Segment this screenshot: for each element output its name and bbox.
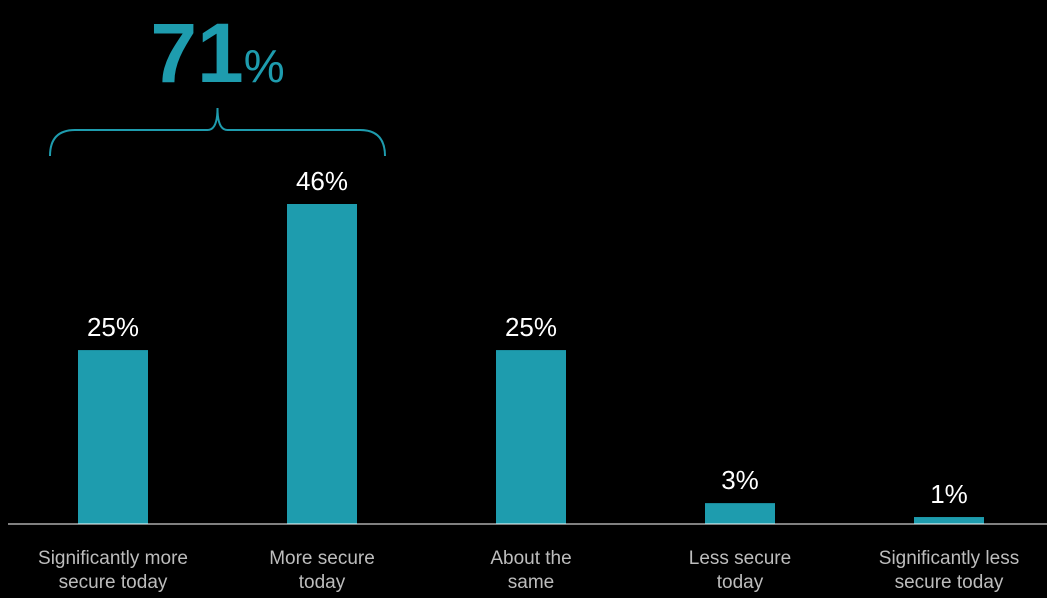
bar-5 [914,517,984,524]
annotation-total-value: 71 [150,6,243,100]
bar-2 [287,204,357,524]
category-label-3-line-1: About the [490,548,571,569]
category-label-3-line-2: same [508,572,554,593]
annotation-bracket [49,107,386,157]
category-label-1-line-2: secure today [59,572,168,593]
bars-group [78,204,984,524]
annotation-total-unit: % [244,40,285,92]
bar-value-label-4: 3% [721,465,759,495]
bar-4 [705,503,775,524]
category-label-4-line-2: today [717,572,764,593]
bar-value-label-2: 46% [296,166,348,196]
labels-group: 25% Significantly more secure today 46% More… [38,166,1019,593]
bar-value-label-5: 1% [930,479,968,509]
bar-3 [496,350,566,524]
category-label-1-line-1: Significantly more [38,548,188,569]
bar-value-label-3: 25% [505,312,557,342]
bar-1 [78,350,148,524]
category-label-4-line-1: Less secure [689,548,791,569]
category-label-2-line-2: today [299,572,346,593]
total-annotation-group: 71% [49,6,386,157]
category-label-2-line-1: More secure [269,548,375,569]
category-label-5-line-1: Significantly less [879,548,1019,569]
bar-value-label-1: 25% [87,312,139,342]
annotation-total-label: 71% [150,6,284,100]
category-label-5-line-2: secure today [895,572,1004,593]
